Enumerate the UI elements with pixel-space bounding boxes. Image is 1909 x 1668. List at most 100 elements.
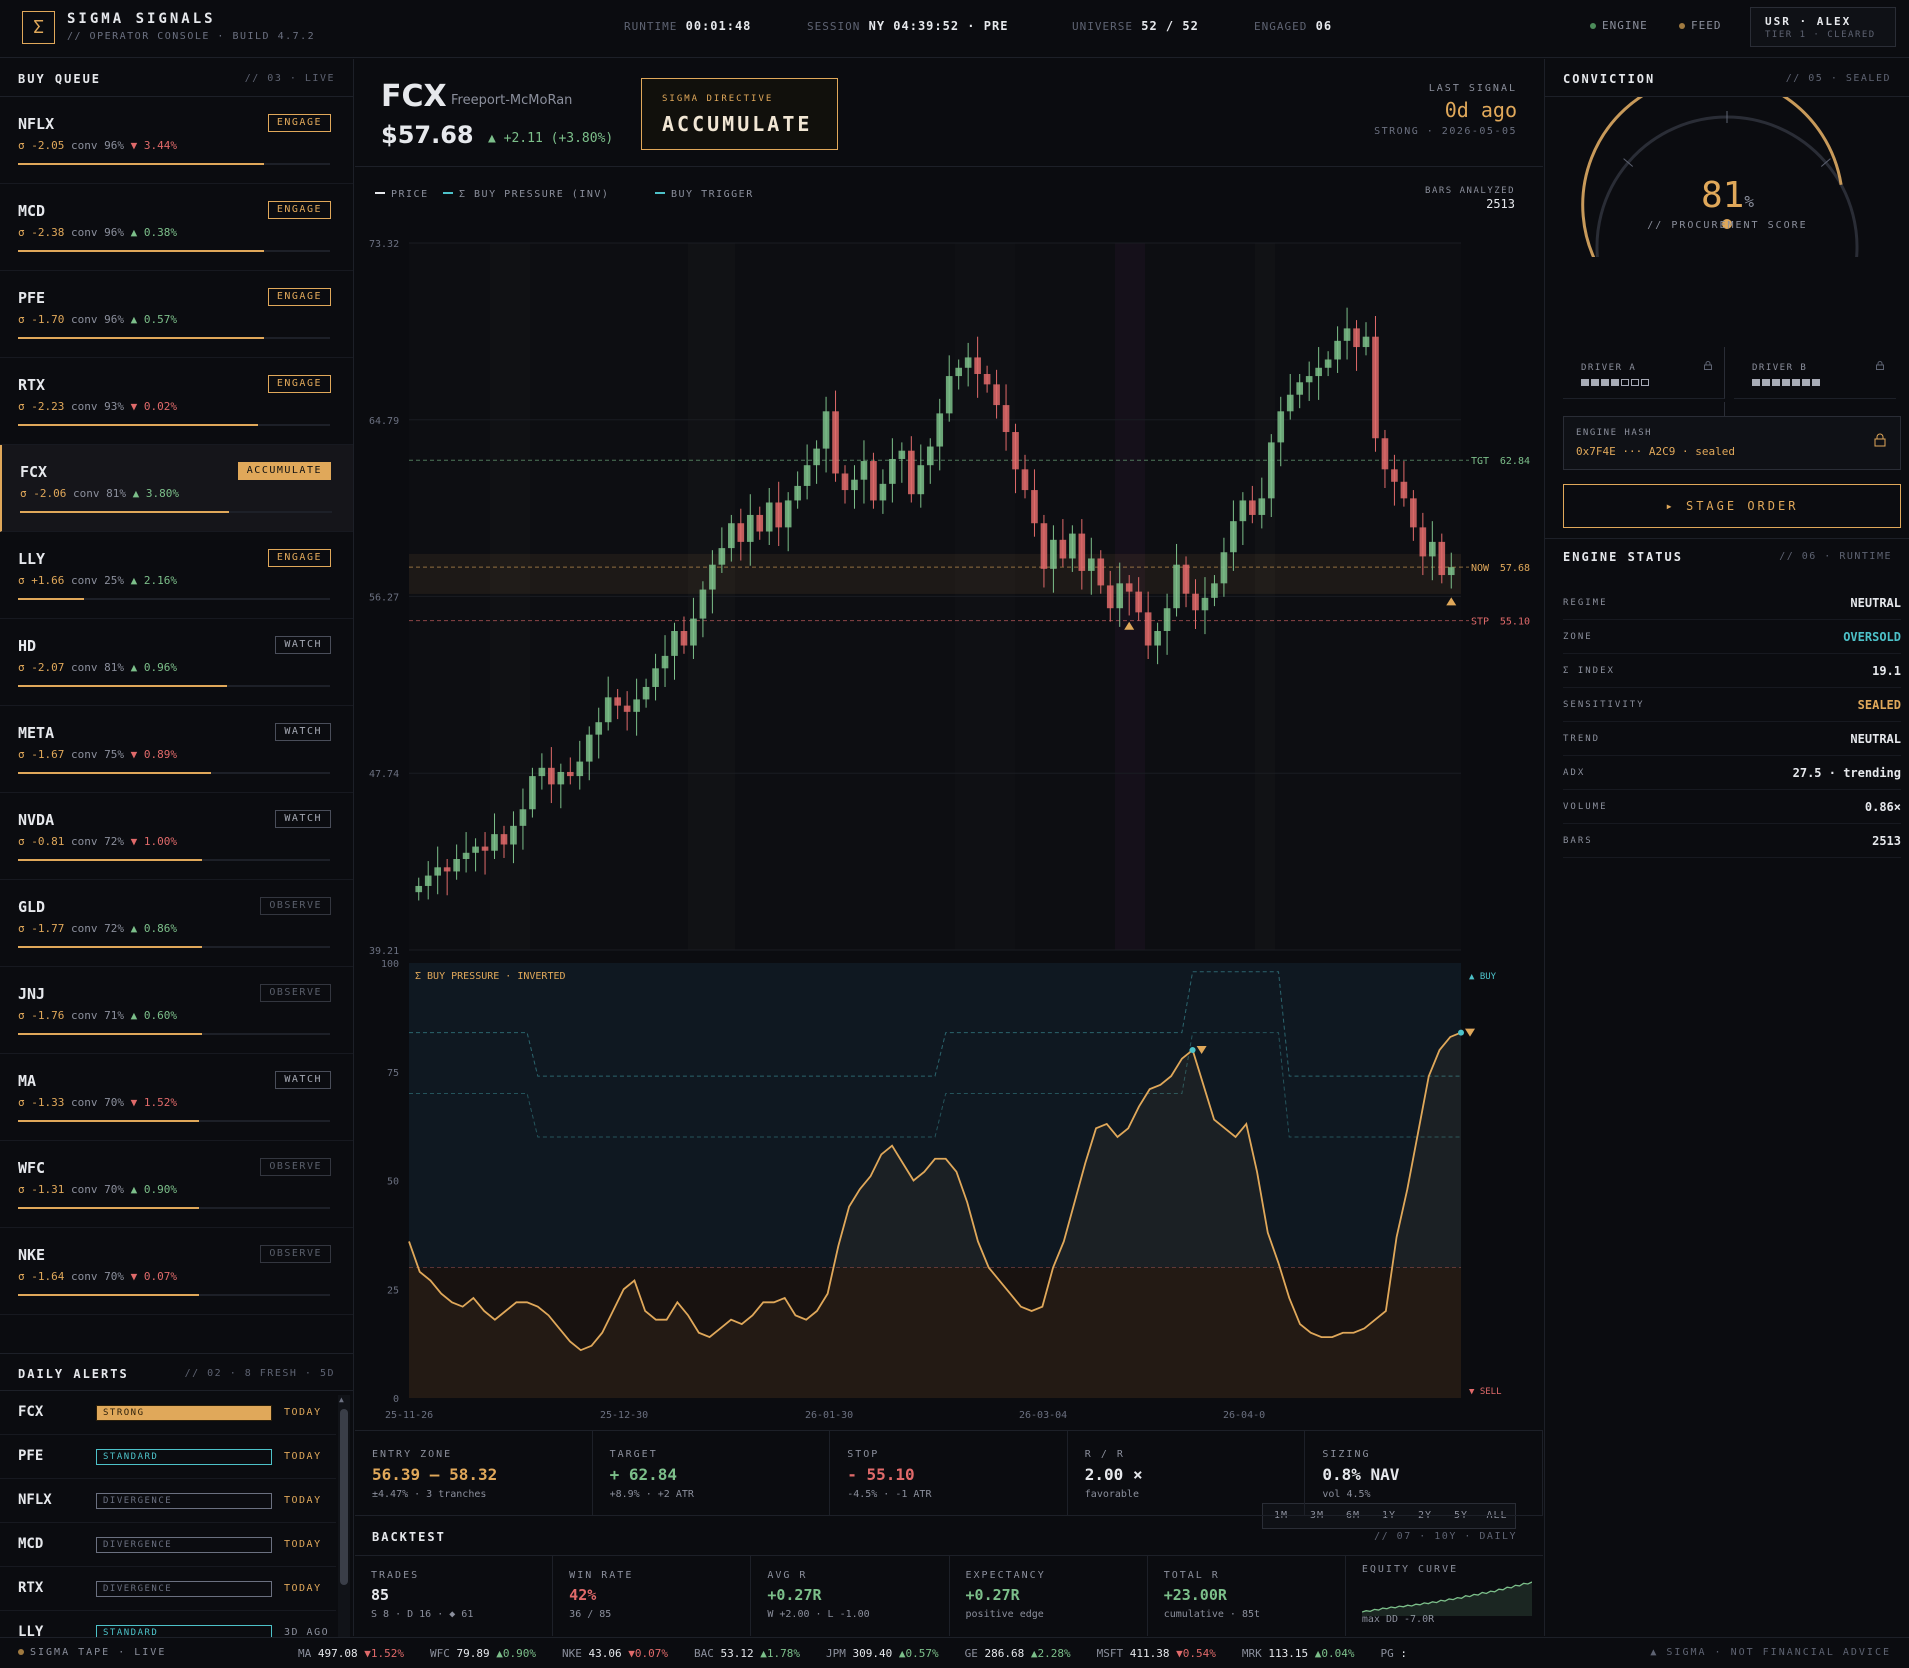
alert-time: TODAY	[284, 1495, 322, 1506]
queue-conviction-bar	[18, 1120, 330, 1122]
universe-label: UNIVERSE	[1072, 20, 1133, 33]
queue-action-badge[interactable]: WATCH	[275, 810, 331, 828]
alert-item-nflx[interactable]: NFLX DIVERGENCE TODAY	[0, 1479, 336, 1523]
candle	[728, 514, 735, 562]
candle	[1031, 469, 1038, 537]
queue-action-badge[interactable]: OBSERVE	[260, 984, 331, 1002]
candle-body	[1201, 597, 1209, 611]
driver-b: DRIVER B	[1734, 347, 1896, 399]
candle	[983, 365, 991, 393]
candle-body	[1078, 533, 1086, 571]
engine-status-value: 0.86×	[1864, 800, 1901, 814]
candle-body	[633, 699, 640, 712]
alert-time: TODAY	[284, 1583, 322, 1594]
queue-action-badge[interactable]: ENGAGE	[267, 201, 331, 219]
stage-order-button[interactable]: ▸ STAGE ORDER	[1563, 484, 1901, 528]
queue-action-badge[interactable]: ENGAGE	[267, 549, 331, 567]
scroll-up-icon[interactable]: ▲	[339, 1395, 344, 1404]
queue-item-nvda[interactable]: NVDA σ -0.81 conv 72% ▼ 1.00% WATCH	[0, 793, 353, 880]
engine-status-meta: // 06 · RUNTIME	[1779, 551, 1892, 562]
runtime-stat: RUNTIME 00:01:48	[624, 19, 751, 33]
buy-trigger-dot	[1189, 1047, 1196, 1053]
backtest-label: WIN RATE	[569, 1570, 634, 1581]
queue-item-hd[interactable]: HD σ -2.07 conv 81% ▲ 0.96% WATCH	[0, 619, 353, 706]
queue-item-jnj[interactable]: JNJ σ -1.76 conv 71% ▲ 0.60% OBSERVE	[0, 967, 353, 1054]
candle	[1286, 373, 1294, 420]
queue-action-badge[interactable]: WATCH	[275, 636, 331, 654]
candle-body	[1192, 593, 1199, 611]
candle	[794, 471, 801, 509]
candle	[1305, 361, 1313, 401]
candle-body	[1135, 591, 1142, 613]
buy-queue-list[interactable]: NFLX σ -2.05 conv 96% ▼ 3.44% ENGAGE MCD σ -…	[0, 97, 353, 1353]
alert-item-fcx[interactable]: FCX STRONG TODAY	[0, 1391, 336, 1435]
tape-ticker: PG	[1380, 1647, 1394, 1660]
queue-change: 1.52%	[143, 1096, 177, 1109]
queue-item-wfc[interactable]: WFC σ -1.31 conv 70% ▲ 0.90% OBSERVE	[0, 1141, 353, 1228]
candle-body	[1381, 438, 1389, 470]
price-chart[interactable]: PRICE Σ BUY PRESSURE (INV) BUY TRIGGER BARS…	[355, 168, 1543, 1529]
queue-conviction-fill	[18, 424, 259, 426]
candle	[566, 757, 574, 785]
queue-action-badge[interactable]: OBSERVE	[260, 897, 331, 915]
user-badge[interactable]: USR · ALEX TIER 1 · CLEARED	[1750, 7, 1896, 47]
alerts-scrollbar[interactable]: ▲ ▼	[338, 1395, 350, 1651]
engine-status-value: 27.5 · trending	[1792, 766, 1901, 780]
queue-item-nke[interactable]: NKE σ -1.64 conv 70% ▼ 0.07% OBSERVE	[0, 1228, 353, 1315]
alert-item-rtx[interactable]: RTX DIVERGENCE TODAY	[0, 1567, 336, 1611]
tape-item-ge: GE 286.68 ▲2.28%	[965, 1647, 1071, 1660]
alert-item-pfe[interactable]: PFE STANDARD TODAY	[0, 1435, 336, 1479]
queue-sigma: σ +1.66	[18, 574, 65, 587]
lock-icon	[1704, 361, 1712, 373]
buy-trigger-lower	[409, 1032, 1461, 1138]
candle-body	[775, 502, 783, 528]
daily-alerts-list[interactable]: ▲ ▼ FCX STRONG TODAY PFE STANDARD TODAY NFLX DI…	[0, 1391, 353, 1655]
queue-action-badge[interactable]: ENGAGE	[267, 375, 331, 393]
queue-action-badge[interactable]: OBSERVE	[260, 1158, 331, 1176]
queue-item-nflx[interactable]: NFLX σ -2.05 conv 96% ▼ 3.44% ENGAGE	[0, 97, 353, 184]
candle	[1097, 550, 1105, 594]
queue-item-pfe[interactable]: PFE σ -1.70 conv 96% ▲ 0.57% ENGAGE	[0, 271, 353, 358]
queue-action-badge[interactable]: WATCH	[275, 1071, 331, 1089]
candle-body	[500, 834, 508, 845]
queue-ticker: MA	[18, 1072, 37, 1090]
candle-body	[1182, 564, 1190, 594]
candle-body	[1069, 533, 1076, 559]
queue-item-lly[interactable]: LLY σ +1.66 conv 25% ▲ 2.16% ENGAGE	[0, 532, 353, 619]
instrument-change: ▲ +2.11 (+3.80%)	[488, 131, 614, 146]
queue-action-badge[interactable]: ENGAGE	[267, 114, 331, 132]
queue-sigma: σ -1.33	[18, 1096, 65, 1109]
candle	[1163, 593, 1171, 655]
candle	[709, 550, 716, 614]
queue-action-badge[interactable]: OBSERVE	[260, 1245, 331, 1263]
alert-item-mcd[interactable]: MCD DIVERGENCE TODAY	[0, 1523, 336, 1567]
queue-conviction: conv 93%	[70, 400, 124, 413]
queue-item-ma[interactable]: MA σ -1.33 conv 70% ▼ 1.52% WATCH	[0, 1054, 353, 1141]
candle-body	[434, 867, 441, 876]
driver-level-cell	[1591, 379, 1599, 386]
candle	[585, 726, 593, 781]
driver-level-cell	[1752, 379, 1760, 386]
candle-body	[1059, 539, 1067, 559]
candle	[1192, 579, 1199, 629]
level-label: STP	[1471, 617, 1489, 628]
queue-conviction-bar	[18, 1033, 330, 1035]
arrow-up-icon: ▲	[132, 487, 146, 500]
bp-y-tick: 25	[387, 1285, 399, 1296]
queue-action-badge[interactable]: ACCUMULATE	[237, 462, 331, 480]
candle	[1040, 514, 1048, 588]
level-value: 55.10	[1500, 617, 1530, 628]
candle-body	[652, 668, 659, 687]
queue-action-badge[interactable]: WATCH	[275, 723, 331, 741]
queue-action-badge[interactable]: ENGAGE	[267, 288, 331, 306]
queue-conviction-bar	[18, 250, 330, 252]
candle-body	[548, 767, 555, 785]
alerts-scroll-thumb[interactable]	[340, 1409, 348, 1585]
queue-item-rtx[interactable]: RTX σ -2.23 conv 93% ▼ 0.02% ENGAGE	[0, 358, 353, 445]
queue-item-fcx[interactable]: FCX σ -2.06 conv 81% ▲ 3.80% ACCUMULATE	[0, 445, 353, 532]
x-tick-label: 26-04-0	[1223, 1410, 1265, 1421]
queue-item-mcd[interactable]: MCD σ -2.38 conv 96% ▲ 0.38% ENGAGE	[0, 184, 353, 271]
queue-conviction: conv 70%	[70, 1183, 124, 1196]
queue-item-meta[interactable]: META σ -1.67 conv 75% ▼ 0.89% WATCH	[0, 706, 353, 793]
queue-item-gld[interactable]: GLD σ -1.77 conv 72% ▲ 0.86% OBSERVE	[0, 880, 353, 967]
